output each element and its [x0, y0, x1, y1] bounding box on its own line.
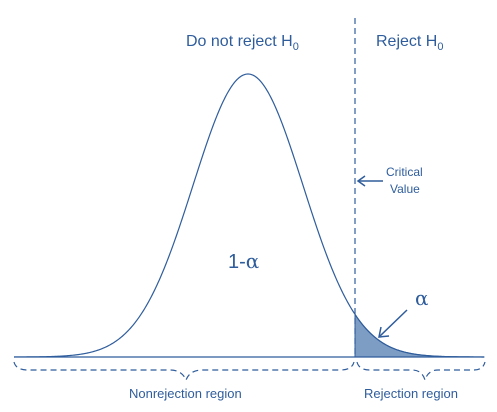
alpha-arrow	[378, 309, 408, 338]
alpha-shaded-area	[354, 312, 485, 358]
one-minus-alpha-label: 1-α	[228, 249, 259, 273]
alpha-label: α	[415, 286, 429, 310]
nonrejection-brace	[13, 361, 355, 382]
critical-value-label-line1: Critical	[386, 165, 423, 179]
rejection-region-label: Rejection region	[364, 386, 458, 401]
reject-label: Reject H0	[376, 33, 443, 53]
rejection-brace	[356, 361, 486, 383]
critical-value-arrow	[356, 175, 383, 187]
do-not-reject-label: Do not reject H0	[186, 33, 299, 53]
nonrejection-region-label: Nonrejection region	[129, 386, 242, 401]
normal-distribution-curve	[13, 73, 484, 358]
critical-value-label-line2: Value	[390, 182, 420, 196]
